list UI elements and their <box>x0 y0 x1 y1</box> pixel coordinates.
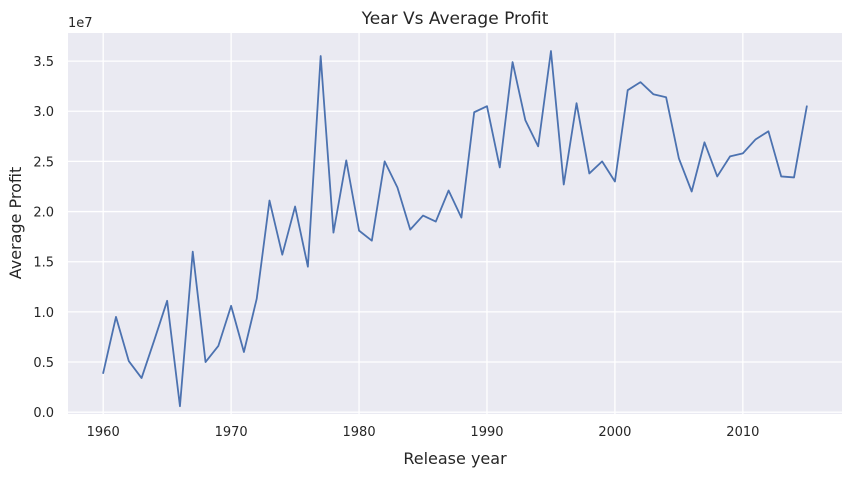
x-tick-label: 1990 <box>470 425 503 440</box>
x-tick-label: 1970 <box>215 425 248 440</box>
x-tick-label: 1960 <box>87 425 120 440</box>
y-offset-label: 1e7 <box>68 16 93 31</box>
y-tick-label: 1.0 <box>33 306 54 321</box>
y-tick-label: 0.5 <box>33 356 54 371</box>
x-tick-label: 1980 <box>343 425 376 440</box>
x-tick-label: 2000 <box>598 425 631 440</box>
y-axis-title: Average Profit <box>6 167 25 280</box>
y-tick-label: 0.0 <box>33 406 54 421</box>
chart-title: Year Vs Average Profit <box>361 9 549 29</box>
x-tick-label: 2010 <box>726 425 759 440</box>
series-line <box>102 50 808 408</box>
grid <box>68 33 842 414</box>
y-tick-label: 1.5 <box>33 256 54 271</box>
x-axis-title: Release year <box>403 449 507 468</box>
y-tick-label: 3.0 <box>33 105 54 120</box>
y-tick-label: 2.5 <box>33 155 54 170</box>
tick-labels: 1960 1970 1980 1990 2000 2010 0.0 0.5 1.0 1.5 2.0 2… <box>33 55 759 440</box>
plot-area <box>68 33 842 414</box>
y-tick-label: 2.0 <box>33 206 54 221</box>
series-layer <box>102 50 808 408</box>
y-tick-label: 3.5 <box>33 55 54 70</box>
